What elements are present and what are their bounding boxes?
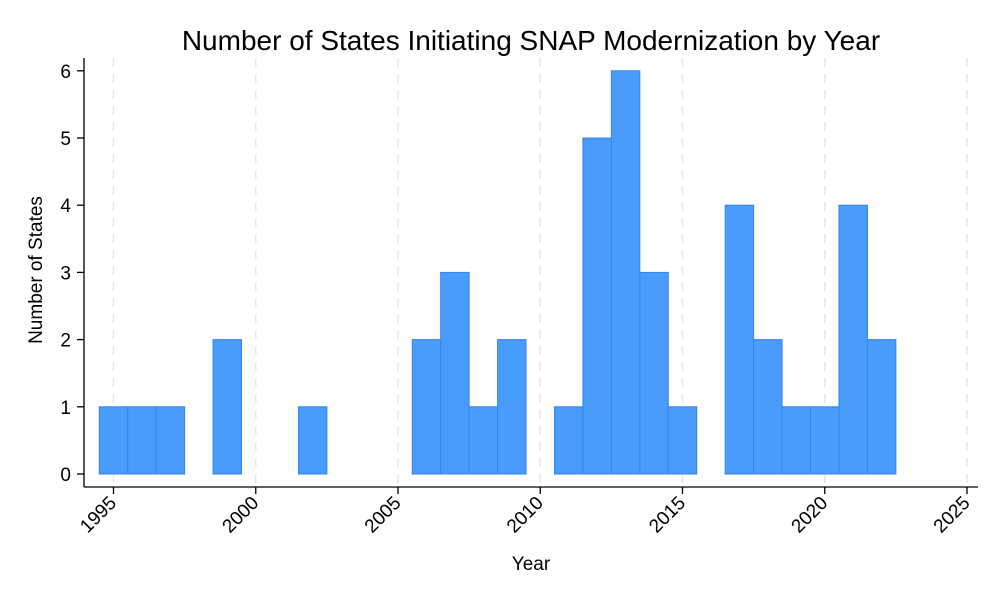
x-tick-label: 1995	[76, 493, 121, 538]
bar	[810, 406, 840, 475]
bar	[781, 406, 812, 475]
y-tick-label: 1	[60, 398, 71, 419]
bar	[468, 406, 499, 475]
y-tick-label: 4	[60, 196, 71, 217]
bar	[440, 271, 470, 475]
bar	[610, 70, 641, 475]
bar	[411, 339, 442, 475]
bar	[98, 406, 129, 475]
y-tick-label: 2	[60, 331, 71, 352]
x-ticks: 1995 2000 2005 2010 2015 2020 2025	[76, 487, 975, 538]
bar	[127, 406, 157, 475]
x-tick-label: 2005	[361, 493, 406, 538]
x-axis-label: Year	[512, 554, 551, 575]
bar	[155, 406, 186, 475]
y-axis-label: Number of States	[26, 196, 47, 344]
bar	[497, 339, 527, 475]
y-tick-label: 6	[60, 62, 71, 83]
bars	[98, 70, 897, 475]
x-tick-label: 2000	[219, 493, 264, 538]
x-tick-label: 2020	[788, 493, 833, 538]
x-tick-label: 2010	[503, 493, 548, 538]
bar	[212, 339, 243, 475]
bar	[866, 339, 897, 475]
bar	[553, 406, 584, 475]
y-ticks: 0 1 2 3 4 5 6	[60, 62, 84, 486]
bar	[838, 204, 868, 475]
bar	[582, 137, 612, 475]
y-tick-label: 5	[60, 129, 71, 150]
bar	[724, 204, 755, 475]
bar	[667, 406, 698, 475]
chart-title: Number of States Initiating SNAP Moderni…	[182, 25, 880, 56]
bar	[753, 339, 783, 475]
y-tick-label: 3	[60, 263, 71, 284]
x-tick-label: 2015	[645, 493, 690, 538]
y-tick-label: 0	[60, 465, 71, 486]
grid-lines	[112, 58, 968, 487]
x-tick-label: 2025	[930, 493, 975, 538]
bar	[639, 271, 669, 475]
bar	[297, 406, 328, 475]
